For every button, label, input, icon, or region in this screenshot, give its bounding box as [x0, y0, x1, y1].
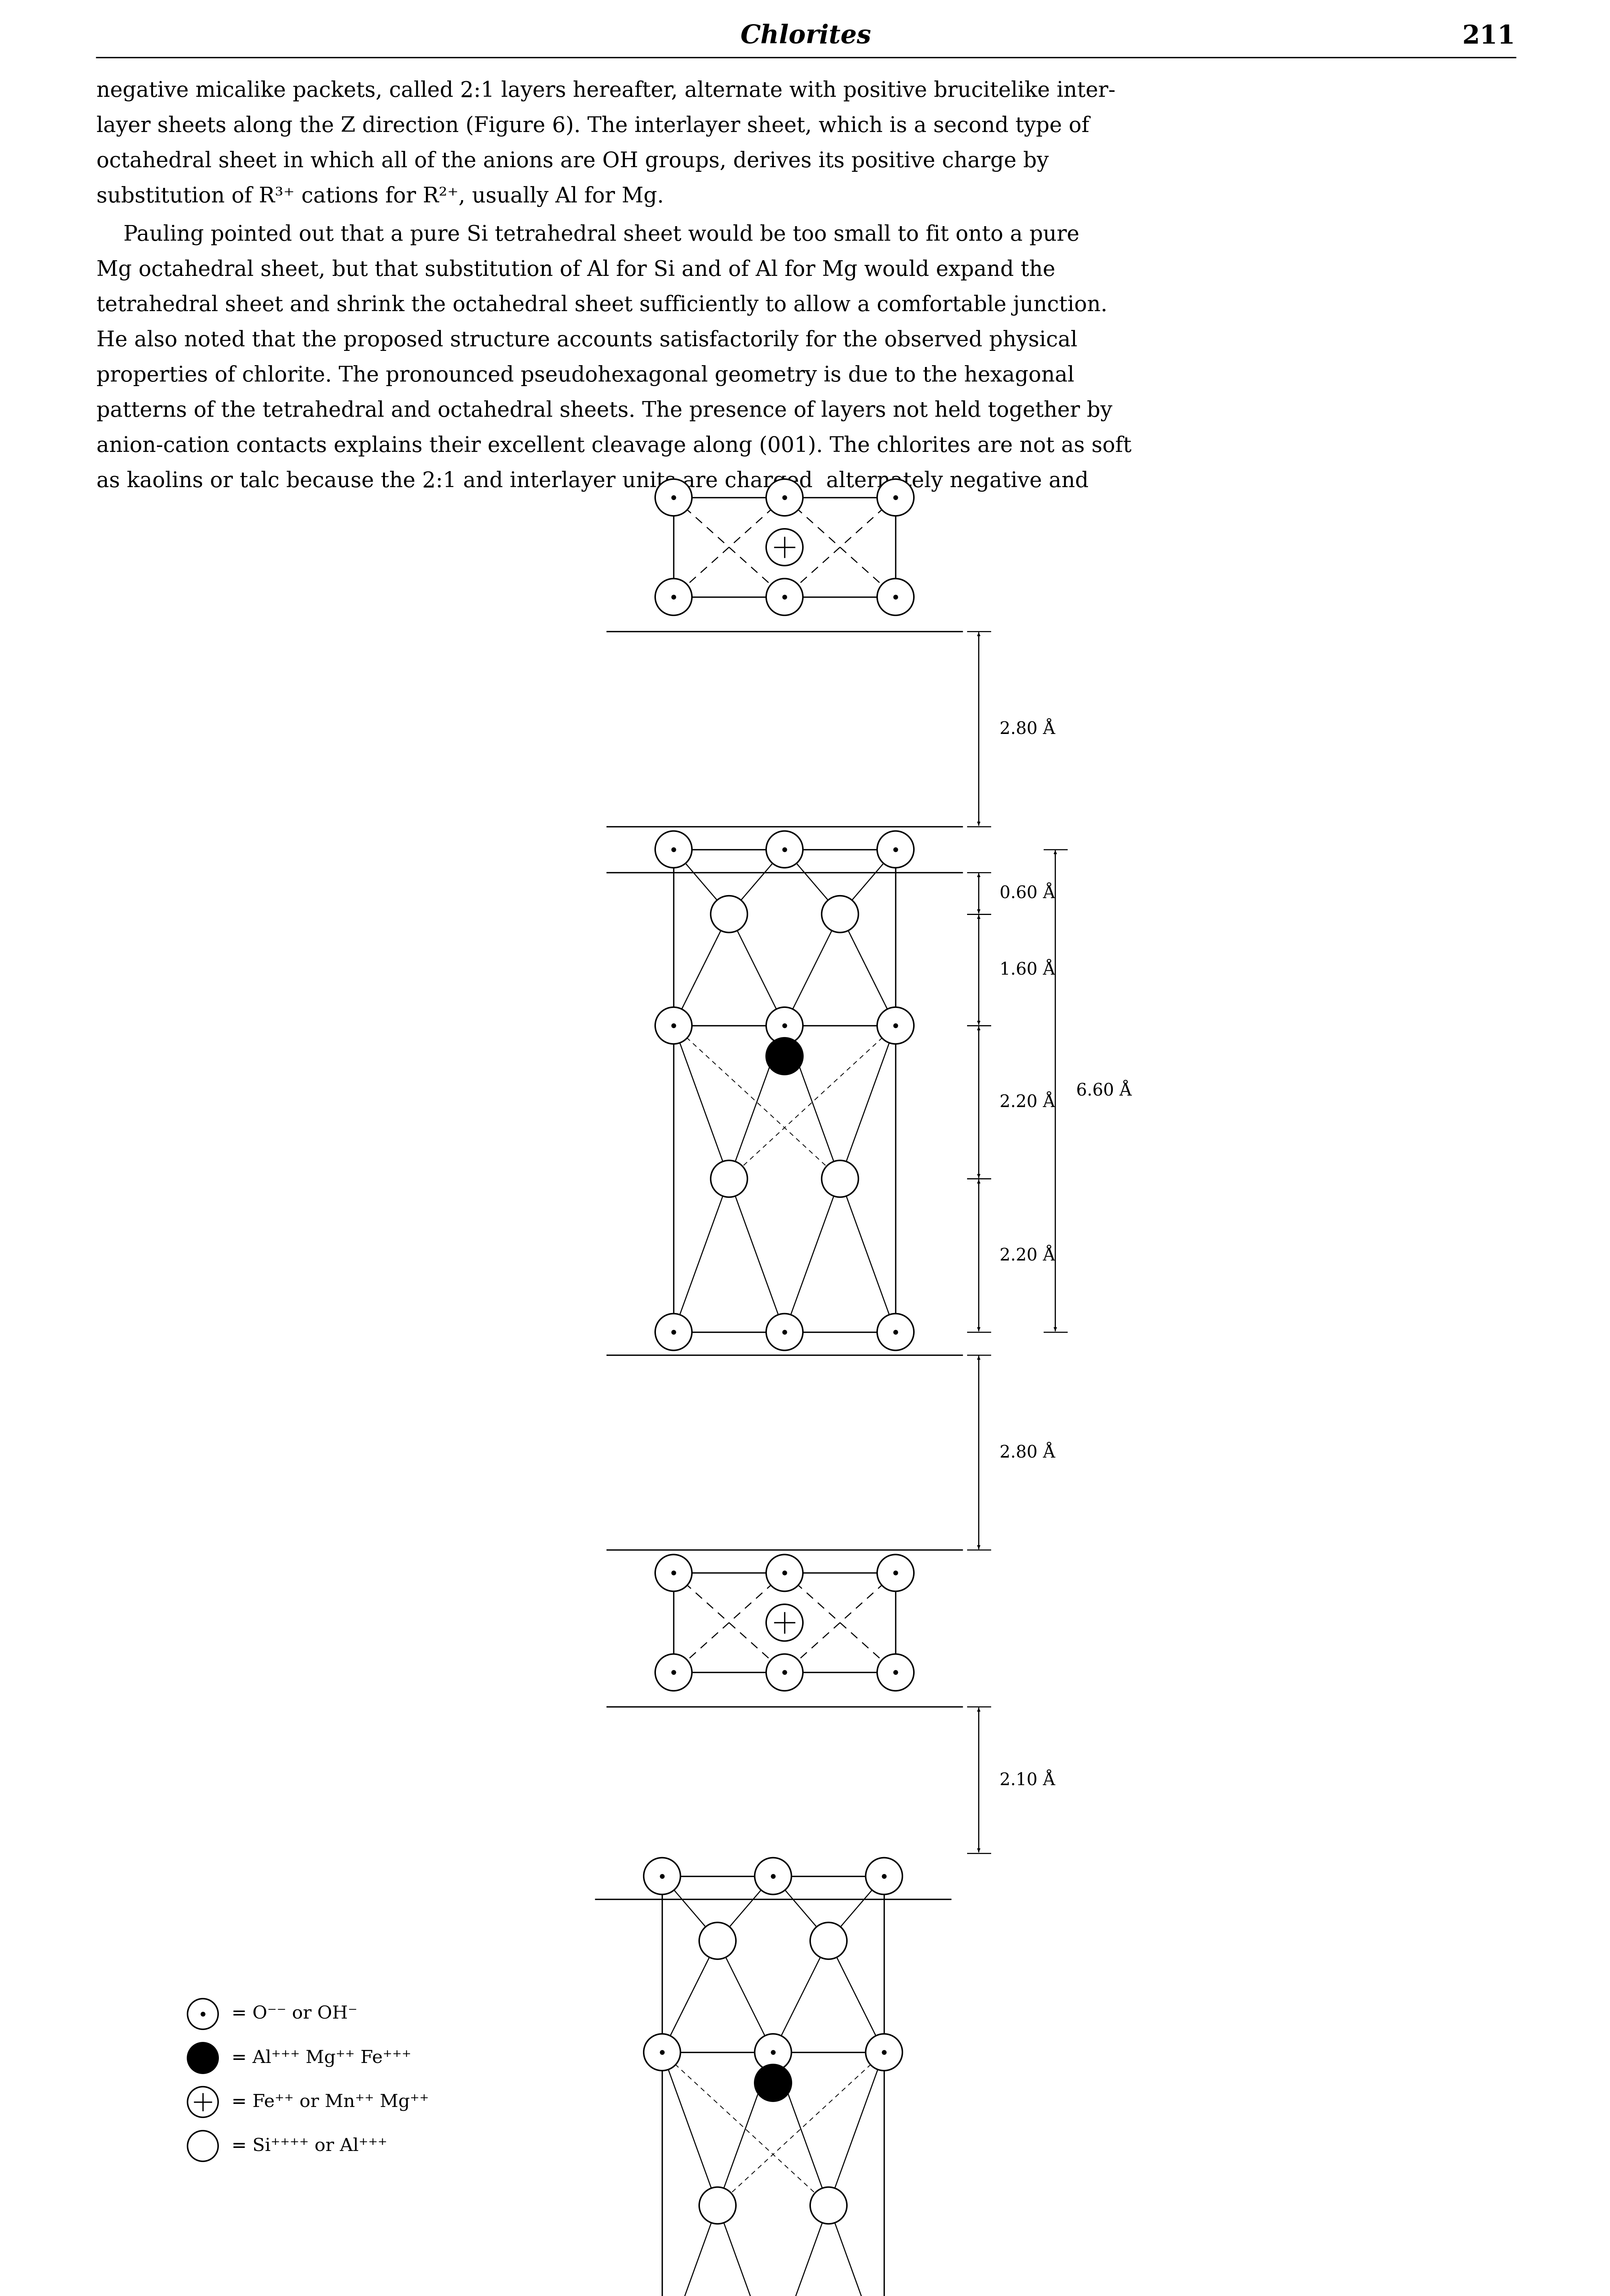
Circle shape: [766, 1313, 803, 1350]
Circle shape: [877, 480, 914, 517]
Text: 211: 211: [1462, 23, 1515, 48]
Circle shape: [699, 1922, 736, 1958]
Text: substitution of R³⁺ cations for R²⁺, usually Al for Mg.: substitution of R³⁺ cations for R²⁺, usu…: [97, 186, 663, 207]
Circle shape: [187, 2131, 217, 2161]
Circle shape: [755, 1857, 792, 1894]
Circle shape: [766, 1038, 803, 1075]
Circle shape: [766, 1605, 803, 1642]
Circle shape: [710, 895, 747, 932]
Circle shape: [187, 2043, 217, 2073]
Circle shape: [655, 1653, 692, 1690]
Text: negative micalike packets, called 2:1 layers hereafter, alternate with positive : negative micalike packets, called 2:1 la…: [97, 80, 1116, 101]
Text: properties of chlorite. The pronounced pseudohexagonal geometry is due to the he: properties of chlorite. The pronounced p…: [97, 365, 1074, 386]
Circle shape: [766, 831, 803, 868]
Circle shape: [810, 2188, 847, 2225]
Text: 2.20 Å: 2.20 Å: [1000, 1247, 1056, 1263]
Circle shape: [755, 2064, 792, 2101]
Circle shape: [766, 579, 803, 615]
Circle shape: [755, 2034, 792, 2071]
Text: He also noted that the proposed structure accounts satisfactorily for the observ: He also noted that the proposed structur…: [97, 331, 1077, 351]
Circle shape: [766, 528, 803, 565]
Circle shape: [766, 1008, 803, 1045]
Text: 2.80 Å: 2.80 Å: [1000, 1444, 1056, 1460]
Text: 2.80 Å: 2.80 Å: [1000, 721, 1056, 737]
Circle shape: [877, 1008, 914, 1045]
Text: 2.20 Å: 2.20 Å: [1000, 1093, 1056, 1111]
Circle shape: [877, 1554, 914, 1591]
Circle shape: [655, 1313, 692, 1350]
Text: as kaolins or talc because the 2:1 and interlayer units are charged  alternately: as kaolins or talc because the 2:1 and i…: [97, 471, 1088, 491]
Circle shape: [866, 1857, 902, 1894]
Circle shape: [877, 579, 914, 615]
Text: = O⁻⁻ or OH⁻: = O⁻⁻ or OH⁻: [232, 2004, 357, 2023]
Circle shape: [655, 831, 692, 868]
Circle shape: [866, 2034, 902, 2071]
Circle shape: [766, 1653, 803, 1690]
Text: octahedral sheet in which all of the anions are OH groups, derives its positive : octahedral sheet in which all of the ani…: [97, 152, 1048, 172]
Text: 2.10 Å: 2.10 Å: [1000, 1773, 1056, 1789]
Circle shape: [710, 1159, 747, 1196]
Circle shape: [655, 480, 692, 517]
Circle shape: [877, 1653, 914, 1690]
Text: = Al⁺⁺⁺ Mg⁺⁺ Fe⁺⁺⁺: = Al⁺⁺⁺ Mg⁺⁺ Fe⁺⁺⁺: [232, 2050, 411, 2066]
Text: layer sheets along the Z direction (Figure 6). The interlayer sheet, which is a : layer sheets along the Z direction (Figu…: [97, 115, 1090, 135]
Text: = Si⁺⁺⁺⁺ or Al⁺⁺⁺: = Si⁺⁺⁺⁺ or Al⁺⁺⁺: [232, 2138, 388, 2154]
Text: Mg octahedral sheet, but that substitution of Al for Si and of Al for Mg would e: Mg octahedral sheet, but that substituti…: [97, 259, 1055, 280]
Text: Chlorites: Chlorites: [741, 23, 871, 48]
Text: 6.60 Å: 6.60 Å: [1077, 1081, 1132, 1100]
Circle shape: [655, 1554, 692, 1591]
Circle shape: [810, 1922, 847, 1958]
Text: Pauling pointed out that a pure Si tetrahedral sheet would be too small to fit o: Pauling pointed out that a pure Si tetra…: [97, 225, 1079, 246]
Text: patterns of the tetrahedral and octahedral sheets. The presence of layers not he: patterns of the tetrahedral and octahedr…: [97, 400, 1113, 420]
Text: = Fe⁺⁺ or Mn⁺⁺ Mg⁺⁺: = Fe⁺⁺ or Mn⁺⁺ Mg⁺⁺: [232, 2094, 428, 2110]
Text: anion-cation contacts explains their excellent cleavage along (001). The chlorit: anion-cation contacts explains their exc…: [97, 436, 1132, 457]
Circle shape: [699, 2188, 736, 2225]
Circle shape: [187, 1998, 217, 2030]
Circle shape: [187, 2087, 217, 2117]
Text: 0.60 Å: 0.60 Å: [1000, 884, 1056, 902]
Circle shape: [821, 895, 858, 932]
Text: 1.60 Å: 1.60 Å: [1000, 962, 1056, 978]
Text: tetrahedral sheet and shrink the octahedral sheet sufficiently to allow a comfor: tetrahedral sheet and shrink the octahed…: [97, 294, 1108, 315]
Circle shape: [766, 1554, 803, 1591]
Circle shape: [655, 1008, 692, 1045]
Circle shape: [644, 1857, 681, 1894]
Circle shape: [877, 1313, 914, 1350]
Circle shape: [655, 579, 692, 615]
Circle shape: [766, 480, 803, 517]
Circle shape: [877, 831, 914, 868]
Circle shape: [644, 2034, 681, 2071]
Circle shape: [821, 1159, 858, 1196]
